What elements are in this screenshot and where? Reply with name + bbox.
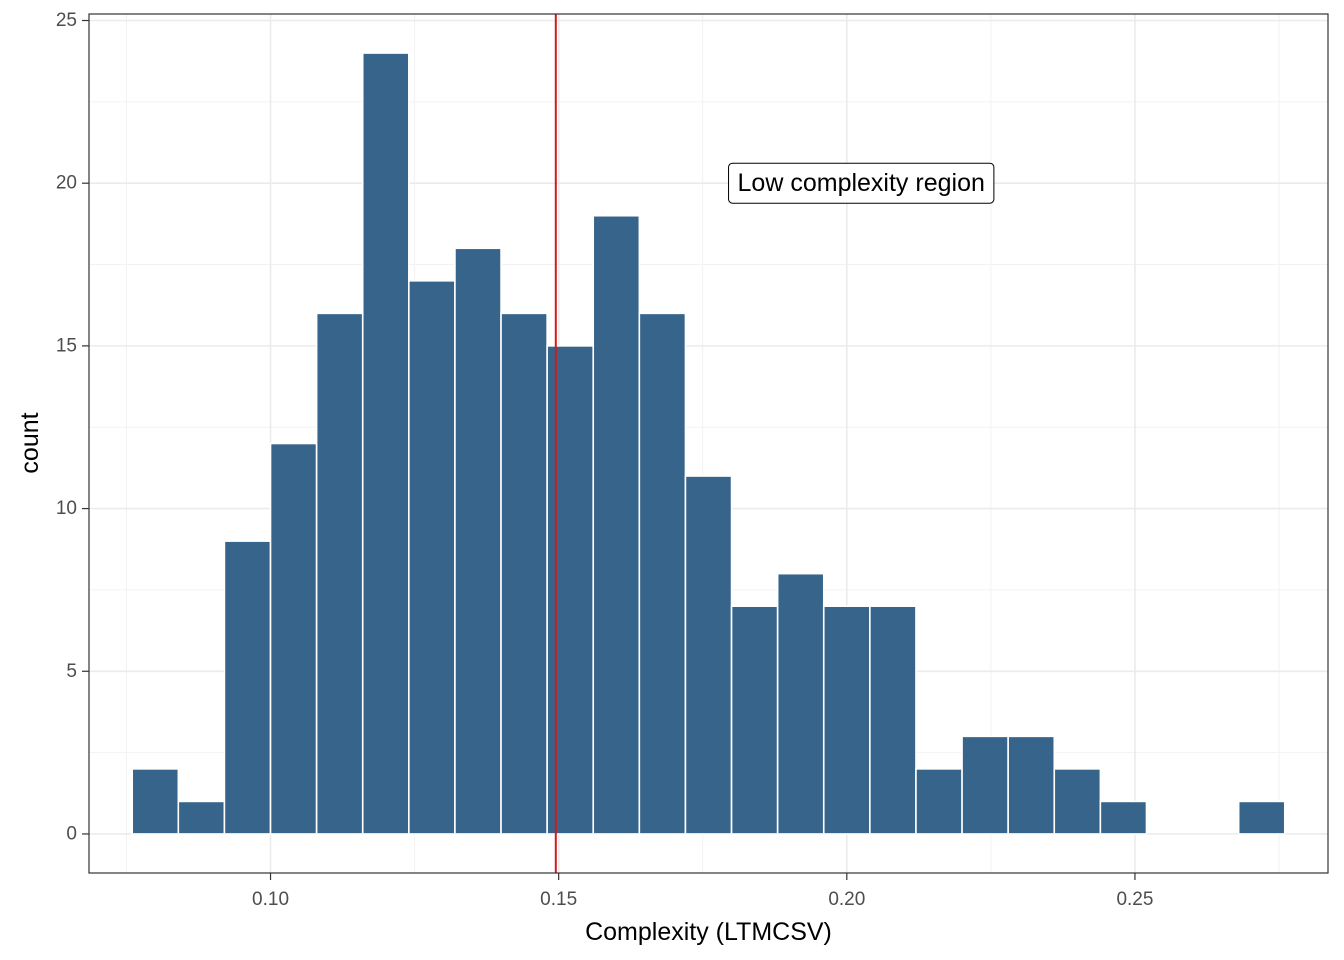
histogram-bar	[1237, 800, 1286, 835]
histogram-bar	[223, 540, 272, 835]
x-axis-title: Complexity (LTMCSV)	[585, 918, 832, 946]
histogram-bar	[500, 312, 548, 835]
y-tick-label: 25	[56, 10, 77, 31]
histogram-bars	[131, 52, 1286, 835]
y-tick-label: 10	[56, 498, 77, 519]
histogram-bar	[776, 572, 825, 835]
histogram-bar	[315, 312, 364, 835]
histogram-bar	[1007, 735, 1056, 835]
y-tick-label: 15	[56, 335, 77, 356]
histogram-bar	[1053, 768, 1102, 835]
annotation-label: Low complexity region	[728, 162, 995, 204]
x-axis: 0.10 0.15 0.20 0.25	[252, 873, 1153, 910]
x-tick-label: 0.25	[1116, 889, 1153, 910]
histogram-bar	[869, 605, 917, 835]
annotation-box	[728, 162, 995, 204]
y-axis-title: count	[16, 412, 44, 473]
histogram-bar	[454, 247, 502, 835]
histogram-bar	[408, 280, 456, 835]
x-tick-label: 0.10	[252, 889, 289, 910]
x-tick-label: 0.20	[828, 889, 865, 910]
y-tick-label: 20	[56, 173, 77, 194]
y-axis: 0 5 10 15 20 25	[56, 10, 89, 844]
x-tick-label: 0.15	[540, 889, 577, 910]
histogram-bar	[730, 605, 779, 835]
histogram-bar	[269, 442, 318, 835]
histogram-bar	[131, 768, 180, 835]
annotation-text: Low complexity region	[738, 169, 985, 197]
panel-border	[88, 13, 1329, 874]
histogram-bar	[361, 52, 410, 835]
histogram-bar	[961, 735, 1009, 835]
histogram-bar	[1099, 800, 1148, 835]
histogram-bar	[638, 312, 687, 835]
histogram-bar	[546, 345, 595, 835]
histogram-bar	[592, 214, 641, 835]
histogram-bar	[915, 768, 963, 835]
histogram-bar	[822, 605, 871, 835]
y-tick-label: 0	[66, 823, 77, 844]
histogram-bar	[684, 475, 733, 835]
histogram-bar	[177, 800, 226, 835]
y-tick-label: 5	[66, 661, 77, 682]
